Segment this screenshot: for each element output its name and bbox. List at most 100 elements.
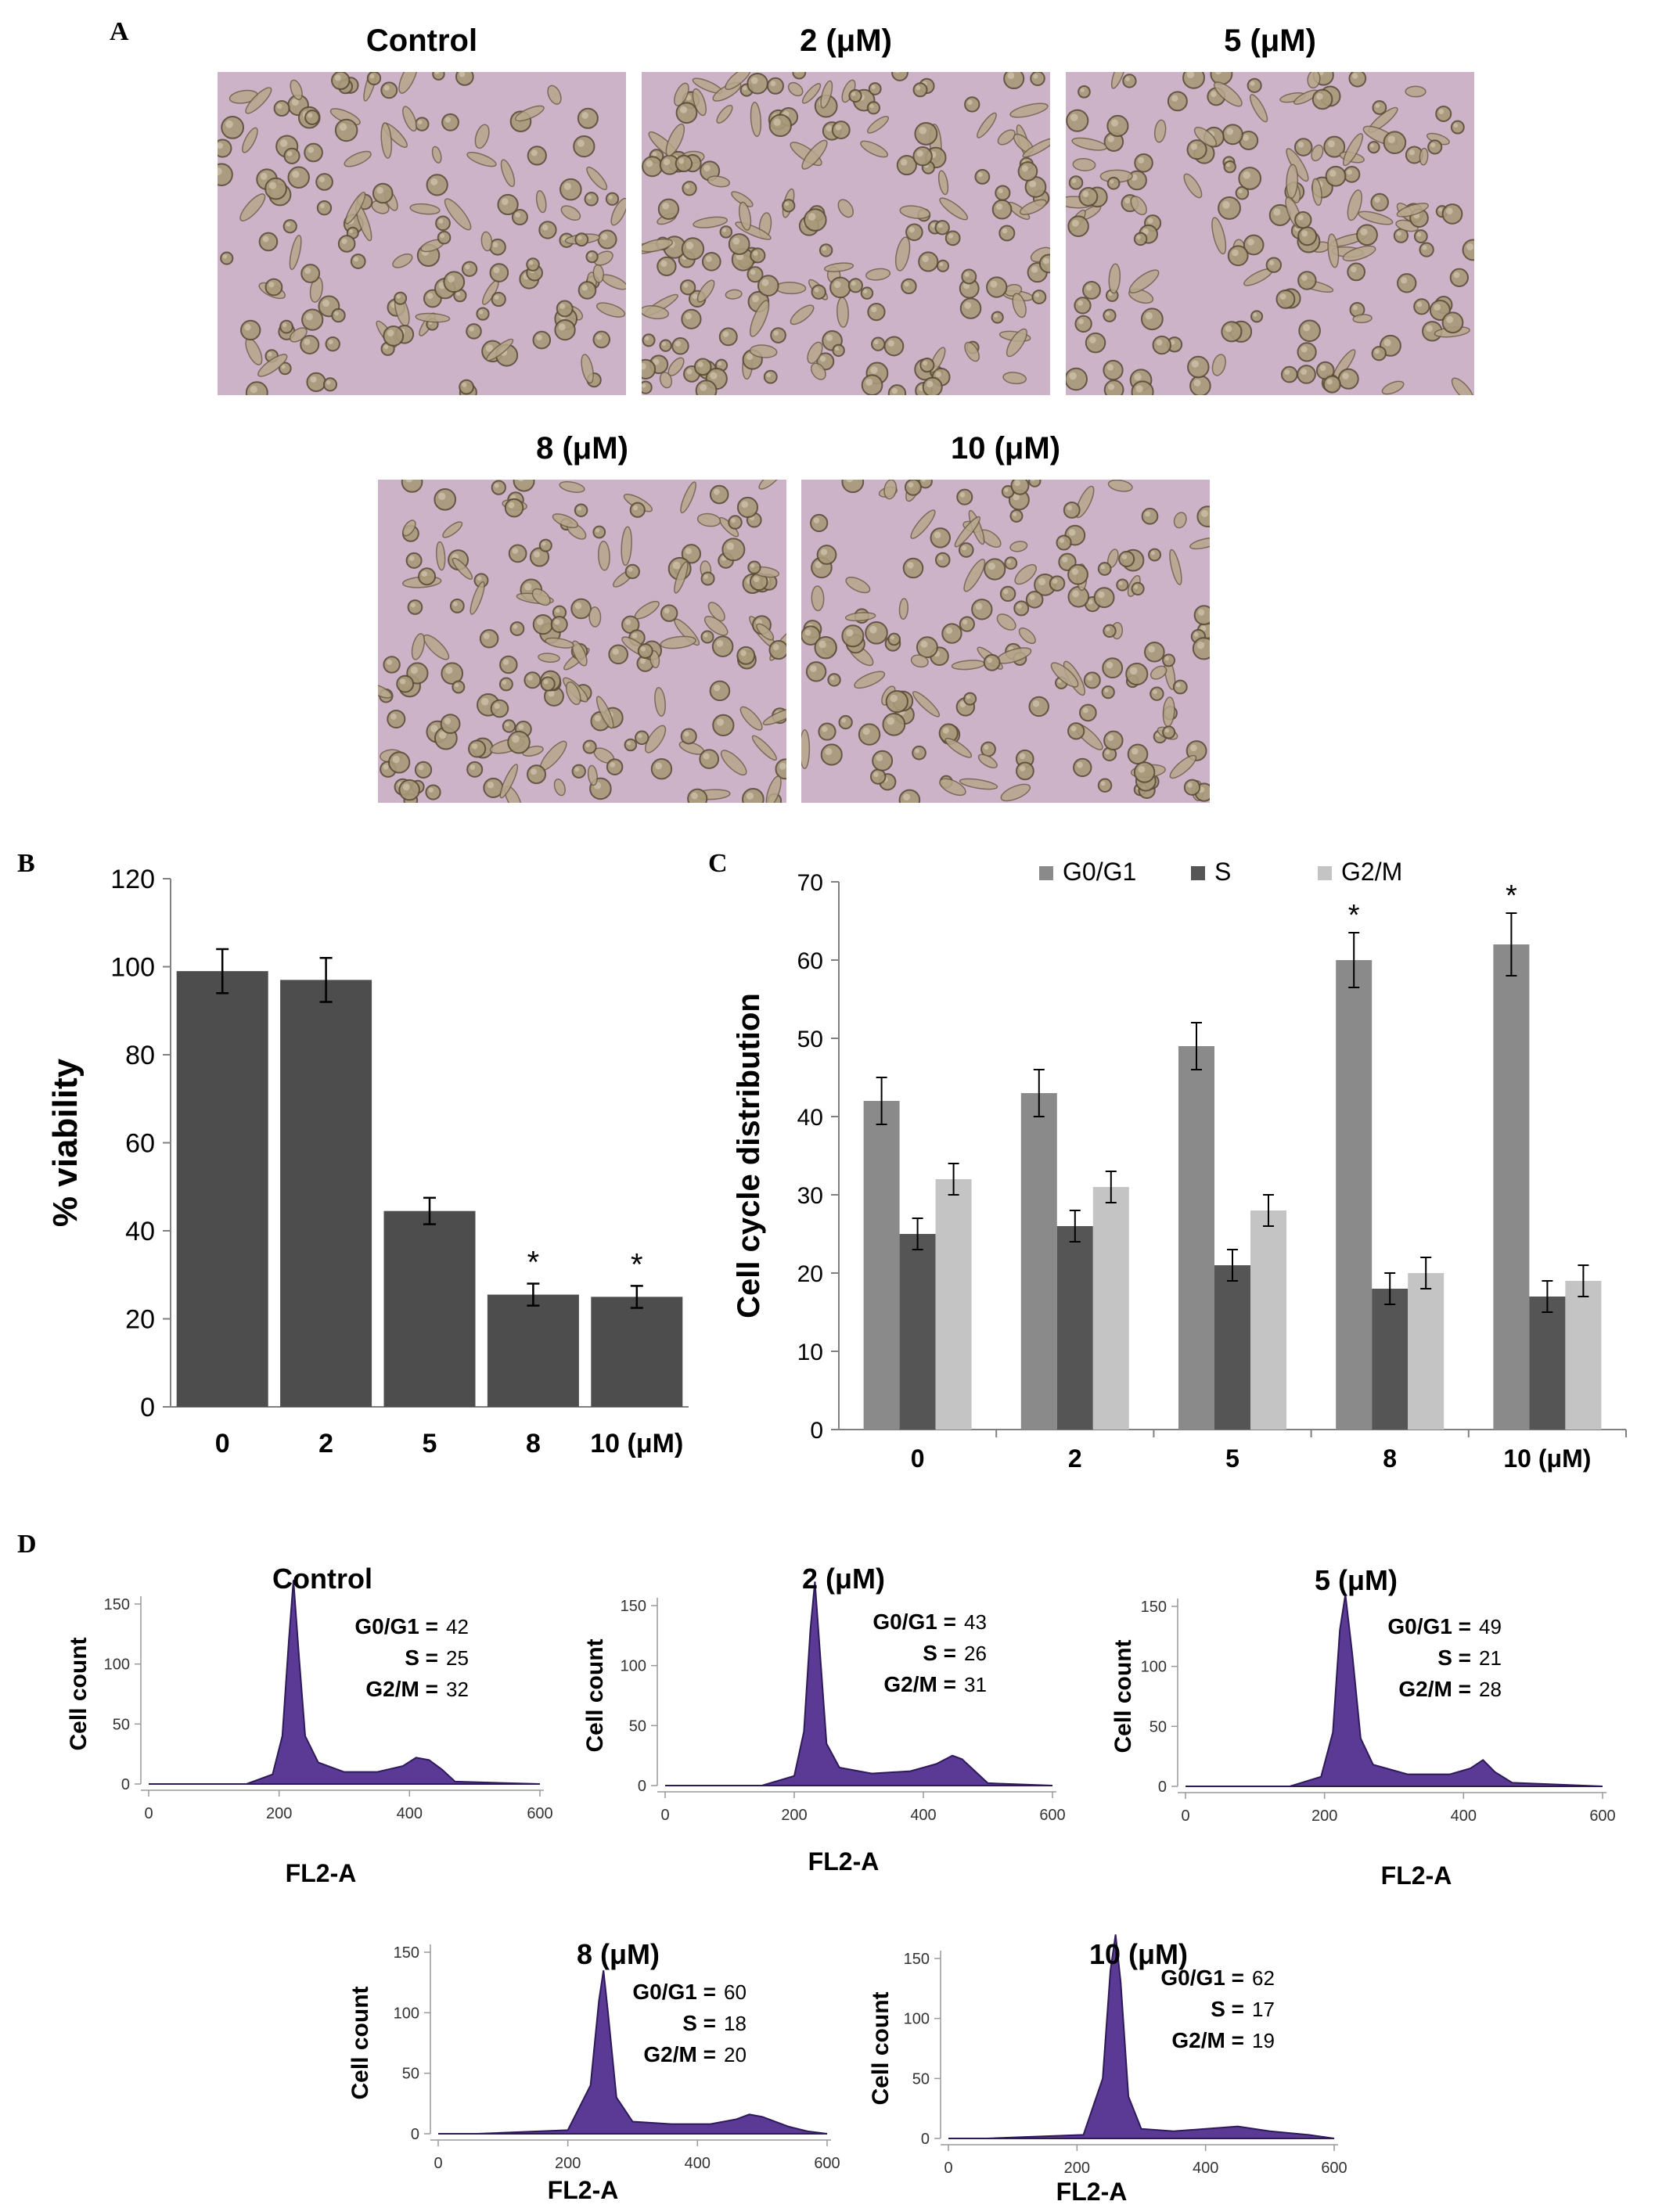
- cell-cycle-bar: [899, 1234, 936, 1430]
- cell-shape: [466, 152, 497, 167]
- cell-highlight: [322, 299, 330, 308]
- cell-shape: [316, 200, 333, 216]
- cell-highlight: [685, 548, 692, 555]
- cell-highlight: [518, 724, 524, 730]
- y-tick-label: 40: [125, 1217, 155, 1246]
- cell-highlight: [1070, 725, 1077, 732]
- cell-shape: [1311, 178, 1322, 207]
- cell-shape: [407, 599, 423, 615]
- cell-highlight: [685, 184, 690, 189]
- y-tick-label: 20: [797, 1261, 823, 1287]
- cell-shape: [264, 278, 283, 297]
- histogram-title: 10 (μM): [1089, 1938, 1188, 1970]
- stat-value: 17: [1252, 1998, 1275, 2021]
- cell-shape: [865, 268, 891, 281]
- x-tick-label: 0: [1181, 1807, 1189, 1825]
- cell-shape: [701, 251, 721, 272]
- stat-value: 28: [1479, 1678, 1502, 1701]
- cell-shape: [479, 628, 499, 649]
- cell-highlight: [438, 731, 447, 739]
- cell-highlight: [994, 313, 998, 318]
- cell-highlight: [1106, 311, 1110, 316]
- cell-shape: [964, 341, 980, 362]
- cell-shape: [538, 221, 557, 239]
- cell-shape: [790, 304, 815, 326]
- cell-shape: [491, 480, 506, 495]
- cell-highlight: [890, 694, 898, 703]
- cell-highlight: [710, 372, 718, 379]
- cell-shape: [1056, 534, 1072, 551]
- cell-highlight: [1422, 245, 1427, 250]
- cell-highlight: [594, 714, 601, 722]
- y-tick-label: 150: [621, 1598, 646, 1615]
- cell-highlight: [349, 229, 354, 234]
- cell-highlight: [459, 72, 466, 77]
- cell-shape: [531, 588, 551, 606]
- cell-shape: [1343, 165, 1361, 183]
- cell-highlight: [334, 311, 339, 316]
- cell-highlight: [1175, 682, 1181, 688]
- legend-label: S: [1214, 858, 1231, 886]
- cell-highlight: [1029, 594, 1035, 600]
- cell-shape: [901, 278, 917, 295]
- cell-highlight: [1190, 143, 1198, 150]
- cell-cycle-bar: [935, 1179, 972, 1430]
- cell-highlight: [418, 764, 424, 771]
- cell-shape: [910, 509, 936, 539]
- cell-shape: [1221, 321, 1243, 343]
- cell-shape: [538, 653, 560, 663]
- x-tick-label: 600: [1589, 1807, 1615, 1825]
- cell-highlight: [524, 583, 532, 591]
- cell-shape: [1068, 175, 1084, 190]
- cell-shape: [552, 513, 579, 529]
- stat-value: 26: [964, 1642, 987, 1665]
- cell-highlight: [713, 488, 720, 495]
- cell-shape: [801, 83, 822, 104]
- cell-shape: [587, 764, 598, 786]
- cell-highlight: [328, 340, 333, 345]
- cell-highlight: [417, 120, 423, 125]
- cell-shape: [1150, 665, 1168, 680]
- cell-shape: [912, 745, 926, 761]
- cell-shape: [977, 112, 997, 138]
- cell-shape: [1189, 375, 1211, 395]
- cell-shape: [865, 621, 888, 645]
- cell-shape: [426, 174, 448, 196]
- cell-highlight: [1013, 512, 1017, 516]
- viability-bar: [176, 971, 268, 1407]
- cell-shape: [1083, 671, 1101, 689]
- cell-highlight: [1250, 81, 1255, 86]
- micrograph-label: 2 (μM): [800, 23, 892, 58]
- cell-shape: [1327, 233, 1340, 268]
- cell-highlight: [750, 77, 758, 85]
- histogram-plot: 0 50 100 150 0 200 400 600 8 (μM) G0/G1 = 60 S = 18 G…: [347, 1938, 840, 2204]
- cell-shape: [440, 714, 461, 735]
- cell-shape: [1347, 262, 1366, 282]
- cell-shape: [535, 190, 547, 214]
- cell-highlight: [608, 195, 613, 200]
- cell-shape: [289, 235, 302, 271]
- legend-swatch: [1039, 866, 1053, 880]
- cell-shape: [951, 660, 986, 671]
- legend-label: G0/G1: [1063, 858, 1136, 886]
- cell-shape: [939, 197, 969, 221]
- histogram-title: 8 (μM): [577, 1938, 660, 1970]
- cell-shape: [997, 129, 1016, 146]
- cell-highlight: [1029, 180, 1037, 188]
- cell-shape: [380, 122, 393, 159]
- cell-highlight: [930, 223, 936, 228]
- cell-highlight: [1124, 197, 1131, 204]
- cell-shape: [290, 79, 303, 100]
- cell-highlight: [577, 139, 585, 147]
- cell-highlight: [1193, 379, 1201, 387]
- cell-highlight: [563, 182, 571, 190]
- cell-shape: [887, 632, 901, 646]
- cell-shape: [1074, 315, 1092, 333]
- cell-shape: [387, 751, 411, 774]
- cell-shape: [287, 166, 310, 189]
- cell-shape: [944, 737, 973, 758]
- cell-shape: [1347, 189, 1362, 221]
- cell-shape: [679, 279, 696, 296]
- cell-shape: [963, 558, 986, 592]
- cell-shape: [1298, 319, 1321, 343]
